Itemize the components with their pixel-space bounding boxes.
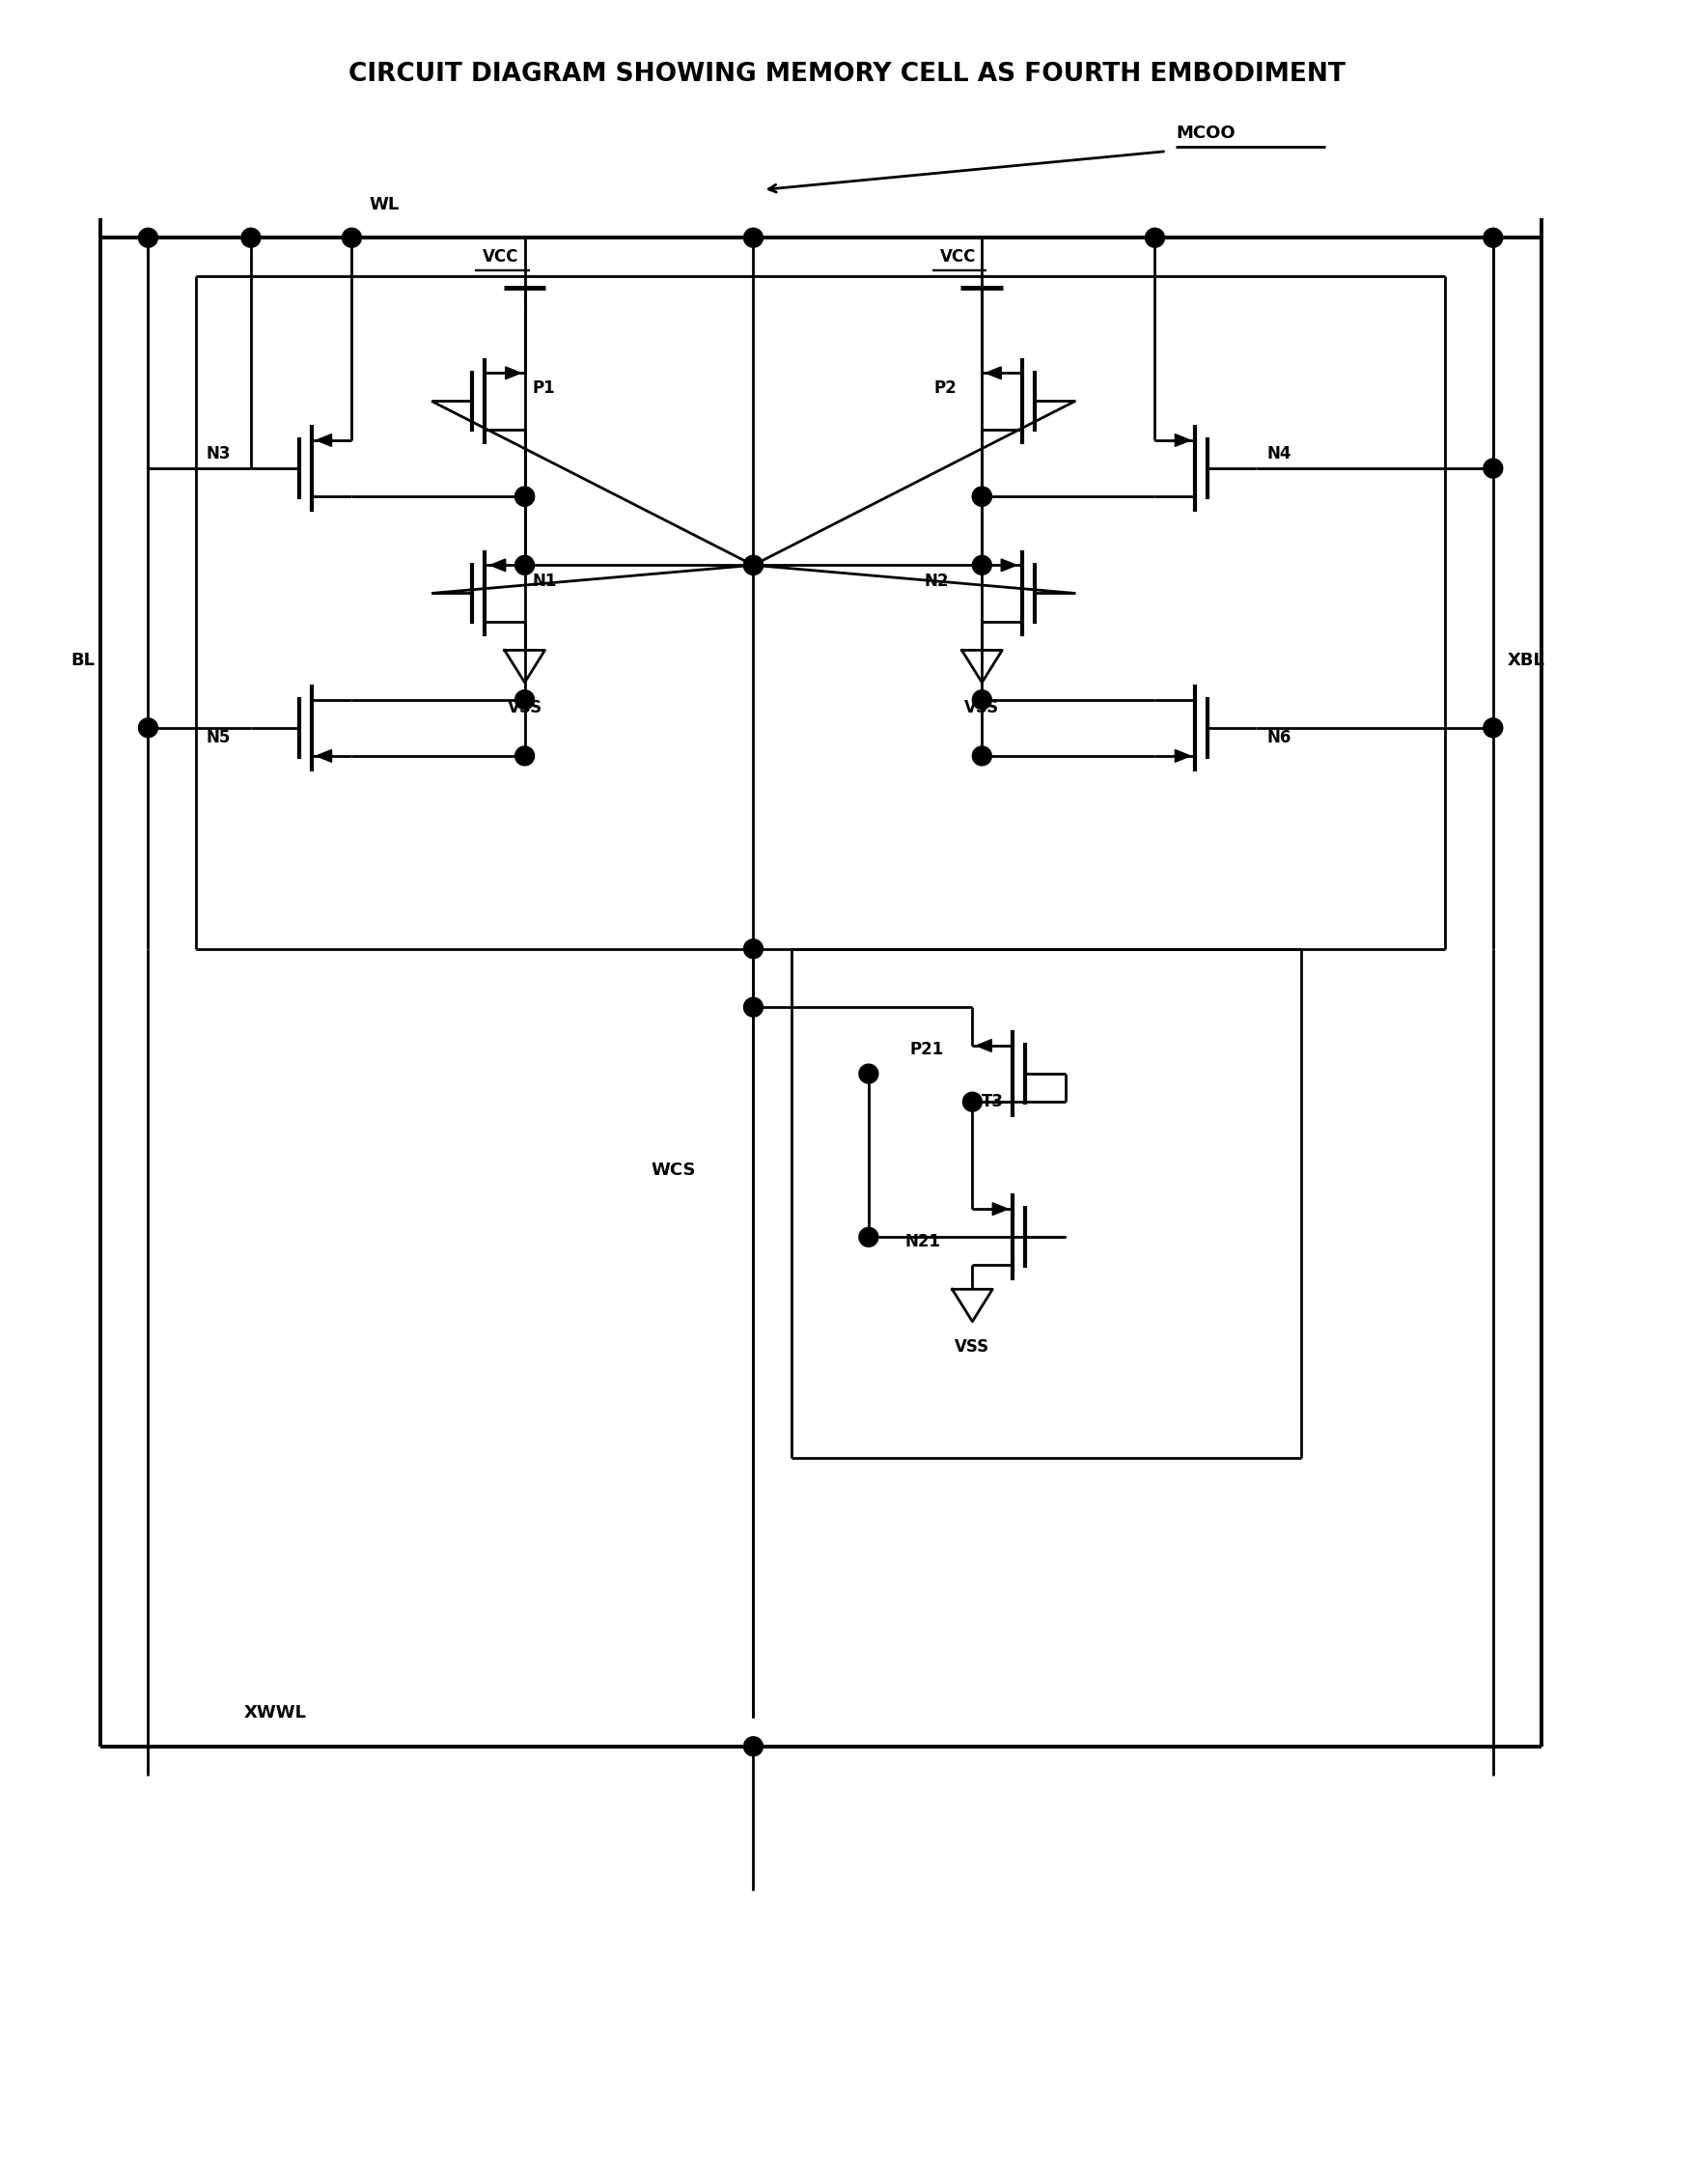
Text: XWWL: XWWL: [244, 1704, 307, 1721]
Text: WCS: WCS: [650, 1162, 696, 1179]
Circle shape: [1484, 719, 1503, 738]
Polygon shape: [1176, 749, 1191, 762]
Circle shape: [515, 487, 534, 507]
Circle shape: [515, 487, 534, 507]
Text: P1: P1: [532, 380, 556, 397]
Text: CIRCUIT DIAGRAM SHOWING MEMORY CELL AS FOURTH EMBODIMENT: CIRCUIT DIAGRAM SHOWING MEMORY CELL AS F…: [347, 61, 1345, 87]
Polygon shape: [505, 367, 520, 380]
Polygon shape: [490, 559, 505, 572]
Circle shape: [744, 227, 762, 247]
Circle shape: [342, 227, 361, 247]
Text: P21: P21: [910, 1042, 944, 1059]
Text: N5: N5: [205, 729, 230, 747]
Circle shape: [972, 690, 991, 710]
Circle shape: [1145, 227, 1164, 247]
Text: VCC: VCC: [483, 249, 518, 266]
Circle shape: [859, 1227, 877, 1247]
Text: N4: N4: [1267, 446, 1293, 463]
Circle shape: [972, 747, 991, 767]
Polygon shape: [1001, 559, 1016, 572]
Text: T3: T3: [983, 1094, 1005, 1109]
Polygon shape: [317, 749, 332, 762]
Circle shape: [515, 747, 534, 767]
Circle shape: [744, 1736, 762, 1756]
Circle shape: [1484, 459, 1503, 478]
Polygon shape: [993, 1203, 1008, 1214]
Circle shape: [972, 487, 991, 507]
Circle shape: [139, 719, 158, 738]
Text: VCC: VCC: [940, 249, 976, 266]
Circle shape: [744, 555, 762, 574]
Text: WL: WL: [369, 197, 400, 214]
Circle shape: [962, 1092, 983, 1112]
Text: N6: N6: [1267, 729, 1293, 747]
Circle shape: [139, 227, 158, 247]
Text: P2: P2: [933, 380, 957, 397]
Circle shape: [744, 939, 762, 959]
Text: VSS: VSS: [507, 699, 542, 716]
Text: VSS: VSS: [955, 1339, 989, 1356]
Text: BL: BL: [71, 651, 95, 668]
Polygon shape: [976, 1040, 991, 1053]
Text: N1: N1: [532, 572, 557, 590]
Text: N21: N21: [905, 1234, 940, 1251]
Circle shape: [744, 555, 762, 574]
Circle shape: [972, 487, 991, 507]
Circle shape: [515, 555, 534, 574]
Text: XBL: XBL: [1508, 651, 1545, 668]
Circle shape: [241, 227, 261, 247]
Text: MCOO: MCOO: [1176, 124, 1235, 142]
Circle shape: [859, 1064, 877, 1083]
Text: N3: N3: [205, 446, 230, 463]
Polygon shape: [317, 435, 332, 446]
Text: VSS: VSS: [964, 699, 999, 716]
Circle shape: [972, 555, 991, 574]
Polygon shape: [1176, 435, 1191, 446]
Circle shape: [744, 998, 762, 1018]
Circle shape: [515, 690, 534, 710]
Circle shape: [1484, 227, 1503, 247]
Text: N2: N2: [925, 572, 949, 590]
Polygon shape: [986, 367, 1001, 380]
